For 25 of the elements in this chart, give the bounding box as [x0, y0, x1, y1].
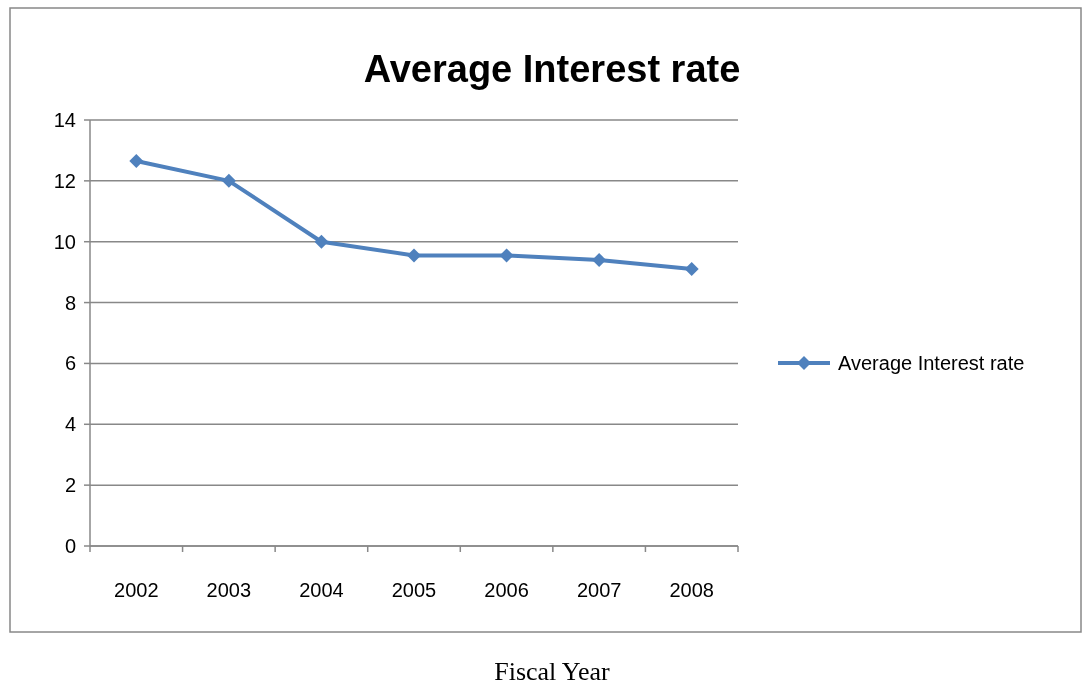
- x-tick-label: 2004: [299, 579, 344, 601]
- point: [592, 252, 607, 267]
- y-tick-label: 6: [64, 352, 76, 375]
- y-tick-label: 0: [64, 535, 76, 557]
- y-tick-label: 2: [64, 474, 76, 497]
- x-tick-label: 2007: [576, 579, 622, 601]
- y-tick-label: 8: [64, 291, 76, 314]
- y-tick-label: 14: [53, 109, 76, 131]
- point: [129, 154, 144, 169]
- point: [407, 248, 421, 263]
- chart-title: Average Interest rate: [363, 48, 741, 90]
- x-tick-label: 2005: [391, 579, 437, 601]
- x-tick-label: 2002: [114, 579, 159, 601]
- point: [499, 248, 514, 263]
- x-tick-label: 2003: [206, 579, 252, 601]
- y-tick-label: 12: [53, 169, 76, 192]
- y-tick-label: 10: [53, 230, 76, 253]
- point: [684, 262, 699, 277]
- legend-label: Average Interest rate: [838, 352, 1025, 374]
- x-tick-label: 2008: [669, 579, 714, 601]
- x-tick-label: 2006: [484, 579, 529, 601]
- point: [221, 173, 236, 188]
- y-tick-label: 4: [64, 413, 76, 436]
- x-axis-title: Fiscal Year: [494, 657, 611, 686]
- point: [314, 234, 329, 249]
